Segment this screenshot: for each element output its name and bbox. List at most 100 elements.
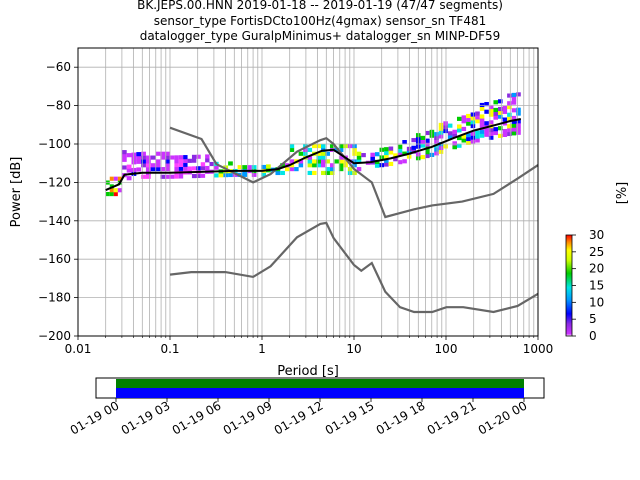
heatmap-cell <box>484 109 489 114</box>
heatmap-cell <box>312 170 317 176</box>
time-tick-label: 01-19 15 <box>323 398 377 437</box>
heatmap-cell <box>356 155 362 160</box>
heatmap-cell <box>461 115 467 120</box>
heatmap-cell <box>343 159 348 164</box>
heatmap-cell <box>200 162 206 167</box>
heatmap-cell <box>109 176 114 181</box>
heatmap-cell <box>316 159 322 164</box>
heatmap-cell <box>307 155 313 160</box>
heatmap-cell <box>145 159 151 164</box>
heatmap-cell <box>488 127 494 133</box>
heatmap-cell <box>298 159 304 164</box>
heatmap-cell <box>298 151 304 156</box>
heatmap-cell <box>479 133 485 138</box>
heatmap-cell <box>141 151 146 156</box>
heatmap-cell <box>165 163 170 168</box>
heatmap-cell <box>338 167 344 172</box>
heatmap-cell <box>420 139 426 144</box>
heatmap-cell <box>141 163 146 168</box>
heatmap-cell <box>388 146 394 151</box>
heatmap-cell <box>113 188 118 193</box>
heatmap-cell <box>136 159 142 164</box>
heatmap-cell <box>289 167 295 172</box>
heatmap-cell <box>502 117 508 122</box>
plot-grid <box>77 48 538 337</box>
time-tick-label: 01-19 21 <box>425 398 479 437</box>
heatmap-cell <box>187 166 192 171</box>
heatmap-cell <box>213 173 219 178</box>
y-tick-label: −80 <box>46 99 71 113</box>
heatmap-cell <box>121 153 127 159</box>
heatmap-cell <box>516 130 521 135</box>
heatmap-cell <box>466 140 471 145</box>
heatmap-cell <box>466 121 471 126</box>
heatmap-cell <box>402 159 407 164</box>
time-tick-label: 01-19 09 <box>221 398 275 437</box>
chart-title-line-2: sensor_type FortisDCto100Hz(4gmax) senso… <box>153 14 487 28</box>
heatmap-cell <box>397 152 403 157</box>
heatmap-cell <box>370 156 375 161</box>
heatmap-cell <box>312 144 317 149</box>
x-axis-label: Period [s] <box>277 364 339 379</box>
x-tick-label: 1000 <box>523 342 554 356</box>
heatmap-cell <box>352 170 357 176</box>
heatmap-cell <box>165 159 170 164</box>
colorbar-tick-label: 15 <box>589 279 604 293</box>
heatmap-cell <box>145 174 151 179</box>
heatmap-cell <box>356 159 362 164</box>
heatmap-cell <box>456 143 462 148</box>
heatmap-cell <box>155 159 161 164</box>
heatmap-cell <box>329 170 335 176</box>
time-tick-label: 01-19 12 <box>272 398 326 437</box>
heatmap-cell <box>191 158 197 163</box>
heatmap-cell <box>507 93 512 98</box>
heatmap-cell <box>452 141 457 146</box>
heatmap-cell <box>126 153 132 158</box>
colorbar-tick-label: 30 <box>589 228 604 242</box>
heatmap-cell <box>425 138 430 143</box>
heatmap-cell <box>502 129 508 134</box>
heatmap-cell <box>493 130 499 136</box>
heatmap-cell <box>266 164 271 169</box>
heatmap-cell <box>141 155 146 160</box>
heatmap-cell <box>452 145 457 150</box>
heatmap-cell <box>507 128 512 133</box>
heatmap-cell <box>488 131 494 136</box>
heatmap-cell <box>178 166 184 171</box>
heatmap-cell <box>507 101 512 106</box>
heatmap-cell <box>228 172 233 178</box>
heatmap-cell <box>187 158 192 163</box>
heatmap-cell <box>228 161 233 166</box>
heatmap-cell <box>200 166 206 171</box>
heatmap-cell <box>488 104 494 110</box>
heatmap-cell <box>493 127 499 132</box>
time-coverage-bar-lower <box>116 388 524 398</box>
x-tick-label: 100 <box>435 342 458 356</box>
heatmap-cell <box>136 155 142 161</box>
heatmap-cell <box>289 147 295 152</box>
heatmap-cell <box>511 123 517 128</box>
heatmap-cell <box>456 116 462 121</box>
heatmap-cell <box>289 163 295 168</box>
heatmap-cell <box>312 159 317 164</box>
heatmap-cell <box>338 163 344 168</box>
colorbar-ticks: 0 5 10 15 20 25 30 <box>572 228 604 343</box>
heatmap-cell <box>447 131 453 136</box>
heatmap-cell <box>438 149 444 154</box>
heatmap-cell <box>466 136 471 142</box>
y-tick-label: −200 <box>38 329 71 343</box>
heatmap-cell <box>165 167 170 172</box>
heatmap-cell <box>434 147 439 152</box>
heatmap-cell <box>411 138 416 143</box>
y-tick-label: −60 <box>46 60 71 74</box>
heatmap-cell <box>452 133 457 138</box>
heatmap-cell <box>470 123 476 129</box>
heatmap-cell <box>155 167 161 172</box>
heatmap-cell <box>507 116 512 121</box>
heatmap-cell <box>329 163 335 168</box>
heatmap-cell <box>334 147 339 152</box>
y-axis-ticks: −60 −80 −100 −120 −140 −160 −180 −200 <box>38 60 78 343</box>
heatmap-cell <box>470 139 476 144</box>
heatmap-cell <box>384 154 389 159</box>
